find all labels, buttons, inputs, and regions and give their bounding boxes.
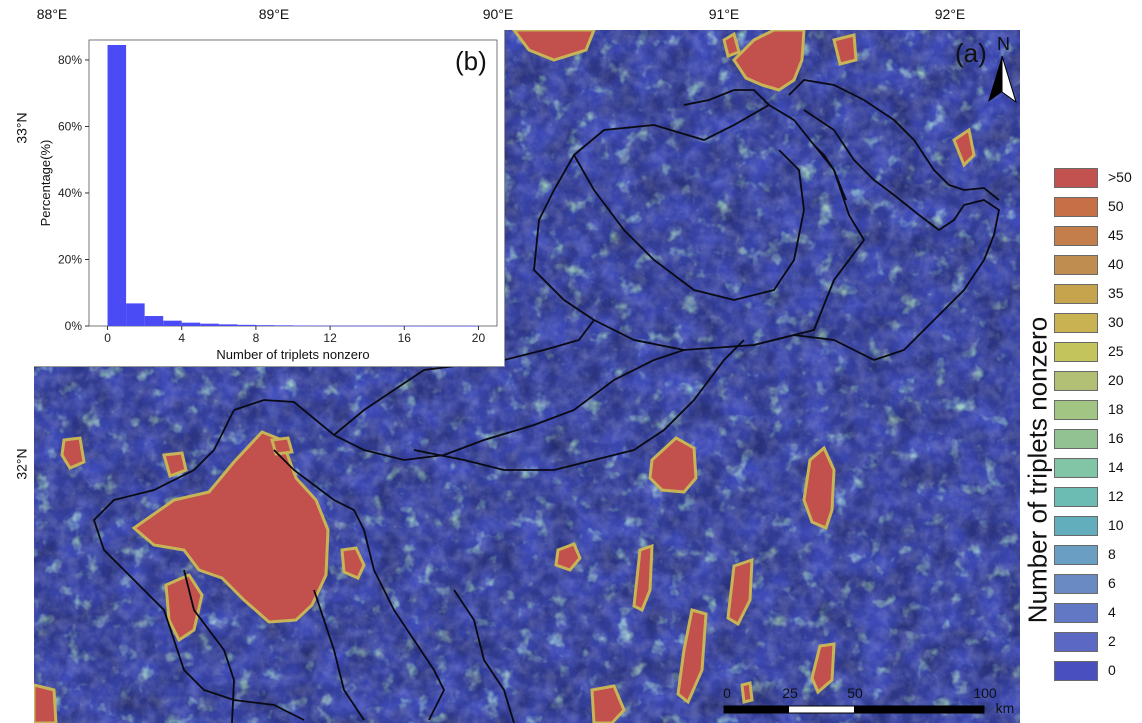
legend-label: 12: [1108, 488, 1124, 504]
y-tick-label: 0%: [65, 319, 83, 333]
legend-label: 20: [1108, 372, 1124, 388]
legend-label: 25: [1108, 343, 1124, 359]
histogram-bar: [422, 325, 442, 327]
lon-label-92e: 92°E: [934, 6, 966, 22]
lon-label-88e: 88°E: [36, 6, 68, 22]
legend-swatch: [1054, 255, 1098, 275]
legend-label: 35: [1108, 285, 1124, 301]
legend-swatch: [1054, 284, 1098, 304]
legend-label: 10: [1108, 517, 1124, 533]
histogram-bars: [107, 44, 479, 327]
legend-label: >50: [1108, 169, 1132, 185]
y-axis-ticks: 0% 20% 40% 60% 80%: [58, 53, 89, 333]
x-axis-label: Number of triplets nonzero: [216, 347, 369, 362]
x-tick-label: 20: [472, 331, 486, 345]
histogram-bar: [293, 325, 312, 327]
legend-label: 18: [1108, 401, 1124, 417]
legend-label: 2: [1108, 633, 1116, 649]
lon-label-91e: 91°E: [708, 6, 740, 22]
north-label: N: [997, 34, 1010, 54]
lat-label-33n: 33°N: [13, 112, 30, 144]
scale-unit: km: [995, 700, 1015, 716]
legend-label: 4: [1108, 604, 1116, 620]
x-tick-label: 4: [178, 331, 185, 345]
histogram-bar: [441, 325, 460, 327]
histogram-bar: [107, 44, 127, 326]
scale-bar: [723, 705, 985, 714]
lat-label-32n: 32°N: [13, 448, 30, 480]
histogram-bar: [200, 323, 219, 326]
legend-swatch: [1054, 197, 1098, 217]
histogram-bar: [237, 324, 256, 326]
y-tick-label: 40%: [58, 186, 82, 200]
map-panel[interactable]: [34, 30, 1020, 723]
panel-a-label: (a): [955, 38, 987, 68]
histogram-bar: [348, 325, 368, 327]
histogram-bar: [144, 316, 164, 326]
map-canvas: [34, 30, 1020, 723]
histogram-bar: [330, 325, 349, 327]
y-tick-label: 80%: [58, 53, 82, 67]
legend-label: 8: [1108, 546, 1116, 562]
scale-label-0: 0: [723, 685, 731, 701]
legend-swatch: [1054, 226, 1098, 246]
legend-swatch: [1054, 458, 1098, 478]
histogram-inset: 0% 20% 40% 60% 80% 0 4 8 12 16 20 Number of tripl…: [34, 30, 505, 367]
histogram-bar: [385, 325, 405, 327]
lon-label-89e: 89°E: [258, 6, 290, 22]
legend-label: 14: [1108, 459, 1124, 475]
histogram-bar: [459, 325, 479, 327]
legend-label: 6: [1108, 575, 1116, 591]
legend-swatch: [1054, 400, 1098, 420]
legend-swatch: [1054, 661, 1098, 681]
legend-swatch: [1054, 603, 1098, 623]
histogram-bar: [255, 325, 275, 326]
legend-swatch: [1054, 429, 1098, 449]
lon-label-90e: 90°E: [482, 6, 514, 22]
high-value-patches: [34, 30, 976, 723]
scale-label-100: 100: [973, 685, 997, 701]
legend-swatch: [1054, 168, 1098, 188]
panel-b-label: (b): [455, 46, 487, 76]
histogram-bar: [404, 325, 423, 327]
scale-label-50: 50: [847, 685, 863, 701]
plot-area: [88, 39, 498, 327]
histogram-chart: 0% 20% 40% 60% 80% 0 4 8 12 16 20 Number of tripl…: [38, 39, 498, 362]
legend-swatch: [1054, 516, 1098, 536]
legend-label: 45: [1108, 227, 1124, 243]
histogram-bar: [311, 325, 331, 327]
histogram-bar: [218, 324, 238, 326]
histogram-bar: [126, 303, 145, 326]
histogram-bar: [367, 325, 386, 327]
x-tick-label: 0: [104, 331, 111, 345]
legend-swatch: [1054, 371, 1098, 391]
legend-swatch: [1054, 487, 1098, 507]
legend-label: 30: [1108, 314, 1124, 330]
x-tick-label: 12: [323, 331, 337, 345]
x-axis-ticks: 0 4 8 12 16 20: [104, 326, 485, 345]
legend-title: Number of triplets nonzero: [1022, 316, 1053, 624]
north-arrow-icon: N: [988, 34, 1017, 104]
legend-label: 0: [1108, 662, 1116, 678]
y-tick-label: 60%: [58, 119, 82, 133]
legend-label: 50: [1108, 198, 1124, 214]
histogram-bar: [181, 322, 201, 326]
histogram-bar: [274, 325, 293, 326]
scale-label-25: 25: [782, 685, 798, 701]
legend-swatch: [1054, 342, 1098, 362]
legend-swatch: [1054, 313, 1098, 333]
y-tick-label: 20%: [58, 252, 82, 266]
legend-label: 40: [1108, 256, 1124, 272]
legend-swatch: [1054, 632, 1098, 652]
legend-swatch: [1054, 545, 1098, 565]
x-tick-label: 16: [398, 331, 412, 345]
y-axis-label: Percentage(%): [38, 140, 53, 227]
legend-label: 16: [1108, 430, 1124, 446]
x-tick-label: 8: [253, 331, 260, 345]
legend-swatch: [1054, 574, 1098, 594]
histogram-bar: [163, 320, 182, 326]
